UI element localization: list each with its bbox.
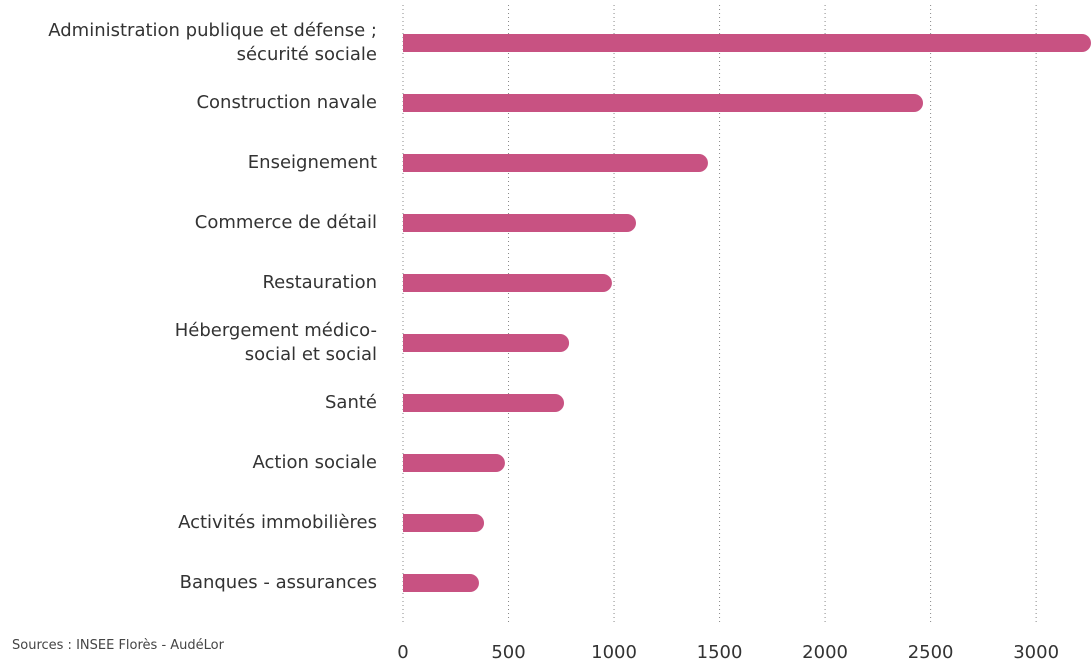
x-tick-label: 0: [397, 642, 408, 660]
bar: [403, 454, 505, 472]
category-label: Commerce de détail: [194, 212, 377, 233]
bar: [403, 394, 565, 412]
category-label: Restauration: [262, 272, 377, 293]
x-tick-label: 3000: [1013, 642, 1059, 660]
x-tick-label: 1000: [591, 642, 637, 660]
category-label: Santé: [325, 392, 377, 413]
x-tick-label: 2000: [802, 642, 848, 660]
x-tick-label: 500: [491, 642, 525, 660]
category-label: Construction navale: [196, 92, 377, 113]
bar: [403, 214, 636, 232]
source: Sources : INSEE Florès - AudéLor: [12, 638, 224, 653]
bar: [403, 514, 485, 532]
bar: [403, 574, 479, 592]
bar: [403, 94, 924, 112]
category-label: Enseignement: [247, 152, 377, 173]
bar: [403, 274, 612, 292]
category-label: Activités immobilières: [178, 512, 377, 533]
category-label: Hébergement médico- social et social: [174, 320, 377, 365]
bar: [403, 34, 1091, 52]
category-label: Administration publique et défense ; séc…: [48, 20, 377, 65]
bar: [403, 334, 570, 352]
category-label: Banques - assurances: [179, 572, 377, 593]
x-tick-label: 1500: [697, 642, 743, 660]
x-tick-label: 2500: [908, 642, 954, 660]
bar: [403, 154, 708, 172]
category-label: Action sociale: [252, 452, 378, 473]
